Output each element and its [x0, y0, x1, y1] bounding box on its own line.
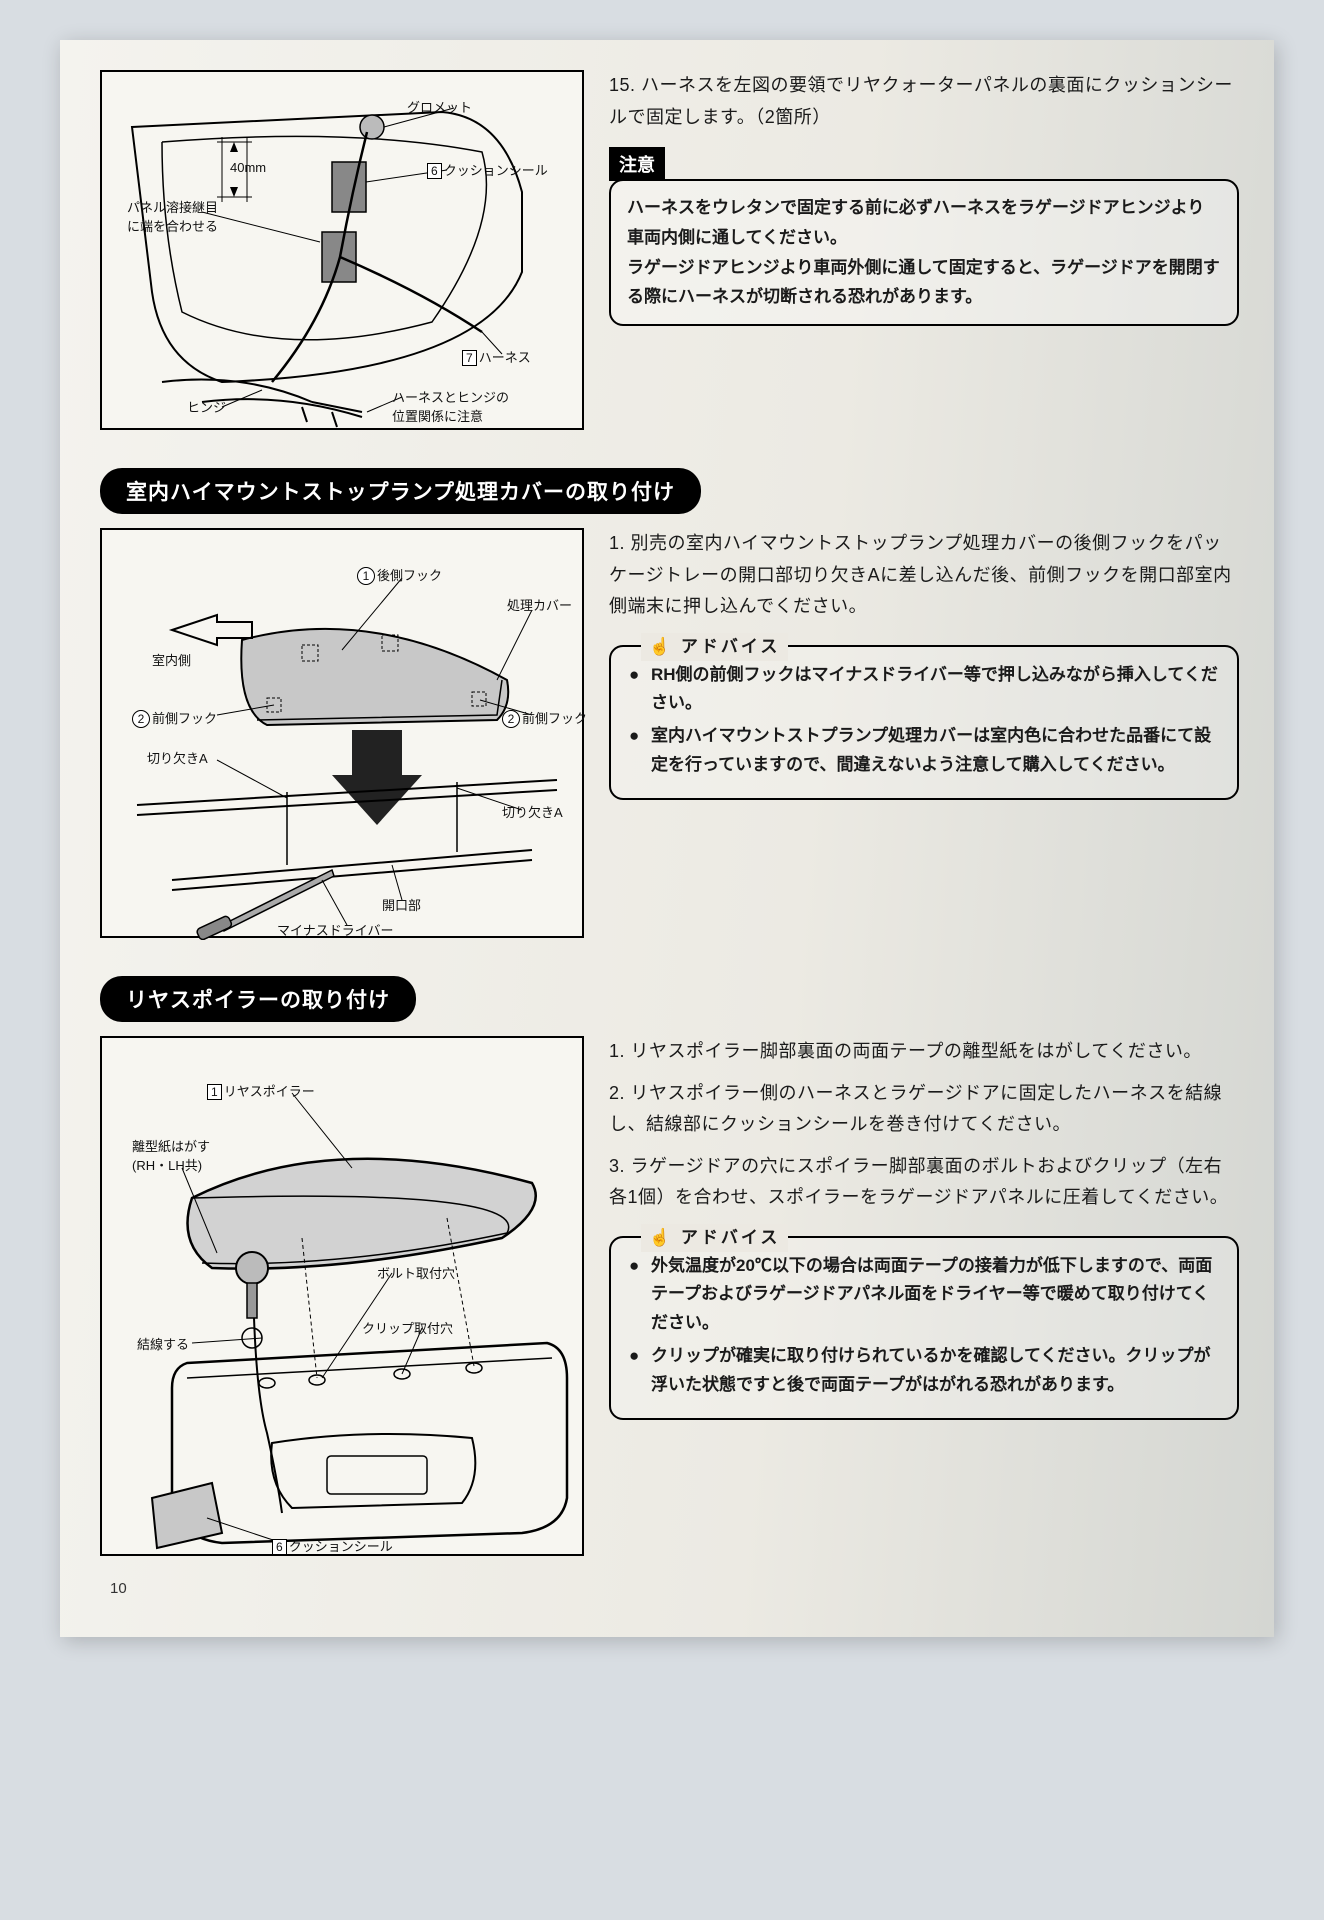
sec3-step2: 2. リヤスポイラー側のハーネスとラゲージドアに固定したハーネスを結線し、結線部… [609, 1078, 1239, 1141]
advice-title: アドバイス [641, 633, 788, 662]
sec2-advice: アドバイス ●RH側の前側フックはマイナスドライバー等で押し込みながら挿入してく… [609, 645, 1239, 801]
diagram-harness-routing: 40mm グロメット 6クッションシール パネル溶接継目に端を合わせる 7ハーネ… [100, 70, 584, 430]
label-harness-hinge: ハーネスとヒンジの位置関係に注意 [392, 387, 509, 425]
label-cushion: 6クッションシール [427, 160, 548, 179]
label-40mm: 40mm [230, 160, 266, 175]
sec3-step3: 3. ラゲージドアの穴にスポイラー脚部裏面のボルトおよびクリップ（左右各1個）を… [609, 1151, 1239, 1214]
label-spoiler: 1リヤスポイラー [207, 1081, 315, 1100]
diagram-stoplight-cover: 1後側フック 処理カバー 室内側 2前側フック 2前側フック 切り欠きA 切り欠… [100, 528, 584, 938]
section1-row: 40mm グロメット 6クッションシール パネル溶接継目に端を合わせる 7ハーネ… [100, 70, 1239, 430]
label-rear-hook: 1後側フック [357, 565, 442, 585]
label-notch-l: 切り欠きA [147, 748, 208, 767]
sec3-step1: 1. リヤスポイラー脚部裏面の両面テープの離型紙をはがしてください。 [609, 1036, 1239, 1068]
label-grommet: グロメット [407, 97, 472, 116]
label-clip-hole: クリップ取付穴 [362, 1318, 453, 1337]
sec2-step1: 1. 別売の室内ハイマウントストップランプ処理カバーの後側フックをパッケージトレ… [609, 528, 1239, 623]
caution-box: ハーネスをウレタンで固定する前に必ずハーネスをラゲージドアヒンジより車両内側に通… [609, 179, 1239, 326]
label-roomside: 室内側 [152, 650, 191, 669]
step-15: 15. ハーネスを左図の要領でリヤクォーターパネルの裏面にクッションシールで固定… [609, 70, 1239, 133]
label-harness: 7ハーネス [462, 347, 531, 366]
label-opening: 開口部 [382, 895, 421, 914]
manual-page: 40mm グロメット 6クッションシール パネル溶接継目に端を合わせる 7ハーネ… [60, 40, 1274, 1637]
advice-title-3: アドバイス [641, 1224, 788, 1253]
label-front-hook-r: 2前側フック [502, 708, 587, 728]
page-number: 10 [100, 1580, 1239, 1597]
label-cover: 処理カバー [507, 595, 572, 614]
label-hinge: ヒンジ [187, 397, 226, 416]
diagram-rear-spoiler: 1リヤスポイラー 離型紙はがす(RH・LH共) ボルト取付穴 結線する クリップ… [100, 1036, 584, 1556]
label-peel: 離型紙はがす(RH・LH共) [132, 1136, 210, 1174]
label-notch-r: 切り欠きA [502, 802, 563, 821]
label-front-hook-l: 2前側フック [132, 708, 217, 728]
label-panel-weld: パネル溶接継目に端を合わせる [127, 197, 218, 235]
label-connect: 結線する [137, 1334, 189, 1353]
caution-label: 注意 [609, 147, 665, 181]
sec3-advice: アドバイス ●外気温度が20℃以下の場合は両面テープの接着力が低下しますので、両… [609, 1236, 1239, 1420]
section2-row: 1後側フック 処理カバー 室内側 2前側フック 2前側フック 切り欠きA 切り欠… [100, 528, 1239, 938]
section3-row: 1リヤスポイラー 離型紙はがす(RH・LH共) ボルト取付穴 結線する クリップ… [100, 1036, 1239, 1556]
label-bolt-hole: ボルト取付穴 [377, 1263, 455, 1282]
label-minus-driver: マイナスドライバー [277, 920, 393, 939]
label-cushion-3: 6クッションシール [272, 1536, 393, 1555]
section2-header: 室内ハイマウントストップランプ処理カバーの取り付け [100, 468, 701, 514]
section3-header: リヤスポイラーの取り付け [100, 976, 416, 1022]
